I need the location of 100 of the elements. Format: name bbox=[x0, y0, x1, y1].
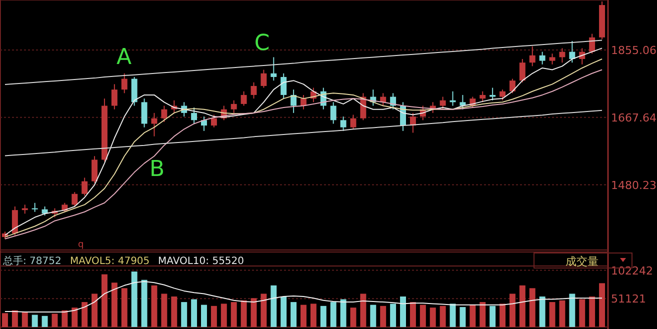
bar bbox=[22, 311, 28, 327]
annotation: A bbox=[116, 45, 132, 70]
bar bbox=[549, 302, 556, 327]
bar bbox=[131, 272, 138, 327]
bar bbox=[92, 294, 98, 327]
candlestick bbox=[340, 116, 346, 132]
candlestick bbox=[201, 116, 207, 132]
bar bbox=[589, 296, 596, 327]
candlestick bbox=[260, 69, 267, 88]
candlestick bbox=[549, 53, 556, 65]
candlestick bbox=[440, 96, 446, 110]
bar bbox=[490, 306, 496, 327]
bar bbox=[42, 316, 48, 327]
bar bbox=[310, 304, 316, 327]
annotation: 总手: 78752 bbox=[2, 255, 62, 267]
candlestick bbox=[210, 114, 217, 128]
annotation: B bbox=[149, 157, 165, 182]
bar bbox=[420, 304, 426, 327]
candlestick bbox=[500, 89, 506, 101]
bar bbox=[539, 296, 546, 327]
candlestick bbox=[460, 94, 466, 110]
candlestick bbox=[12, 206, 18, 236]
bar bbox=[480, 302, 486, 327]
candlestick bbox=[480, 90, 486, 103]
bar bbox=[32, 314, 38, 327]
bar bbox=[400, 296, 406, 327]
candlestick bbox=[82, 177, 88, 196]
y-tick-label: 1855.06 bbox=[611, 44, 656, 57]
candlestick bbox=[559, 48, 566, 64]
bar bbox=[280, 296, 287, 327]
bar bbox=[300, 304, 306, 327]
bar bbox=[460, 307, 466, 327]
bar bbox=[320, 306, 326, 327]
bar bbox=[340, 299, 346, 327]
candlestick bbox=[569, 40, 576, 64]
bar bbox=[559, 300, 566, 327]
candlestick bbox=[529, 46, 536, 67]
bar bbox=[191, 299, 198, 327]
bar bbox=[519, 285, 526, 327]
candlestick bbox=[121, 72, 128, 94]
candlestick bbox=[92, 156, 98, 184]
candlestick bbox=[300, 94, 306, 110]
annotation: MAVOL5: 47905 bbox=[70, 256, 150, 267]
candlestick bbox=[230, 100, 237, 114]
bar bbox=[151, 285, 158, 327]
bar bbox=[181, 302, 188, 327]
bar bbox=[360, 294, 366, 327]
bar bbox=[370, 304, 376, 327]
bar bbox=[102, 274, 108, 327]
candlestick bbox=[161, 105, 168, 122]
bar bbox=[599, 283, 606, 327]
candlestick bbox=[72, 192, 78, 207]
bar bbox=[440, 306, 446, 327]
y-tick-label: 1480.23 bbox=[611, 178, 656, 192]
bar bbox=[72, 308, 78, 327]
annotation: q bbox=[78, 240, 84, 250]
line-series bbox=[4, 281, 603, 313]
bar bbox=[82, 302, 88, 327]
bar bbox=[161, 294, 168, 327]
bar bbox=[529, 288, 536, 327]
candlestick bbox=[509, 78, 516, 94]
bar bbox=[509, 294, 516, 327]
bar bbox=[390, 304, 396, 327]
bar bbox=[141, 280, 148, 327]
candlestick bbox=[240, 90, 247, 106]
candlestick bbox=[131, 76, 138, 106]
bar bbox=[111, 282, 118, 327]
bar bbox=[380, 306, 386, 327]
bar bbox=[330, 302, 336, 327]
y-tick-label: 51121 bbox=[611, 292, 646, 306]
candlestick bbox=[539, 51, 546, 65]
candlestick bbox=[280, 72, 287, 100]
annotation: MAVOL10: 55520 bbox=[158, 256, 244, 267]
annotation: C bbox=[254, 31, 270, 56]
bar bbox=[201, 304, 207, 327]
bar bbox=[240, 300, 247, 327]
candlestick bbox=[490, 87, 496, 101]
candlestick bbox=[589, 33, 596, 54]
candlestick bbox=[141, 98, 148, 128]
bar bbox=[470, 304, 476, 327]
bar bbox=[579, 299, 586, 327]
bar bbox=[12, 310, 18, 327]
bar bbox=[430, 308, 436, 327]
candlestick bbox=[270, 56, 277, 82]
candlestick bbox=[290, 89, 297, 114]
candlestick bbox=[191, 107, 198, 124]
bar bbox=[62, 310, 68, 327]
bar bbox=[230, 302, 237, 327]
candlestick bbox=[519, 58, 526, 83]
bar bbox=[121, 288, 128, 327]
bar bbox=[569, 294, 576, 327]
bar bbox=[350, 308, 356, 327]
y-tick-label: 102242 bbox=[611, 264, 653, 278]
bar bbox=[500, 304, 506, 327]
bar bbox=[260, 294, 267, 327]
candlestick bbox=[111, 84, 118, 110]
bar bbox=[2, 313, 8, 327]
bar bbox=[220, 304, 227, 327]
bar bbox=[52, 314, 58, 327]
bar bbox=[270, 285, 277, 327]
